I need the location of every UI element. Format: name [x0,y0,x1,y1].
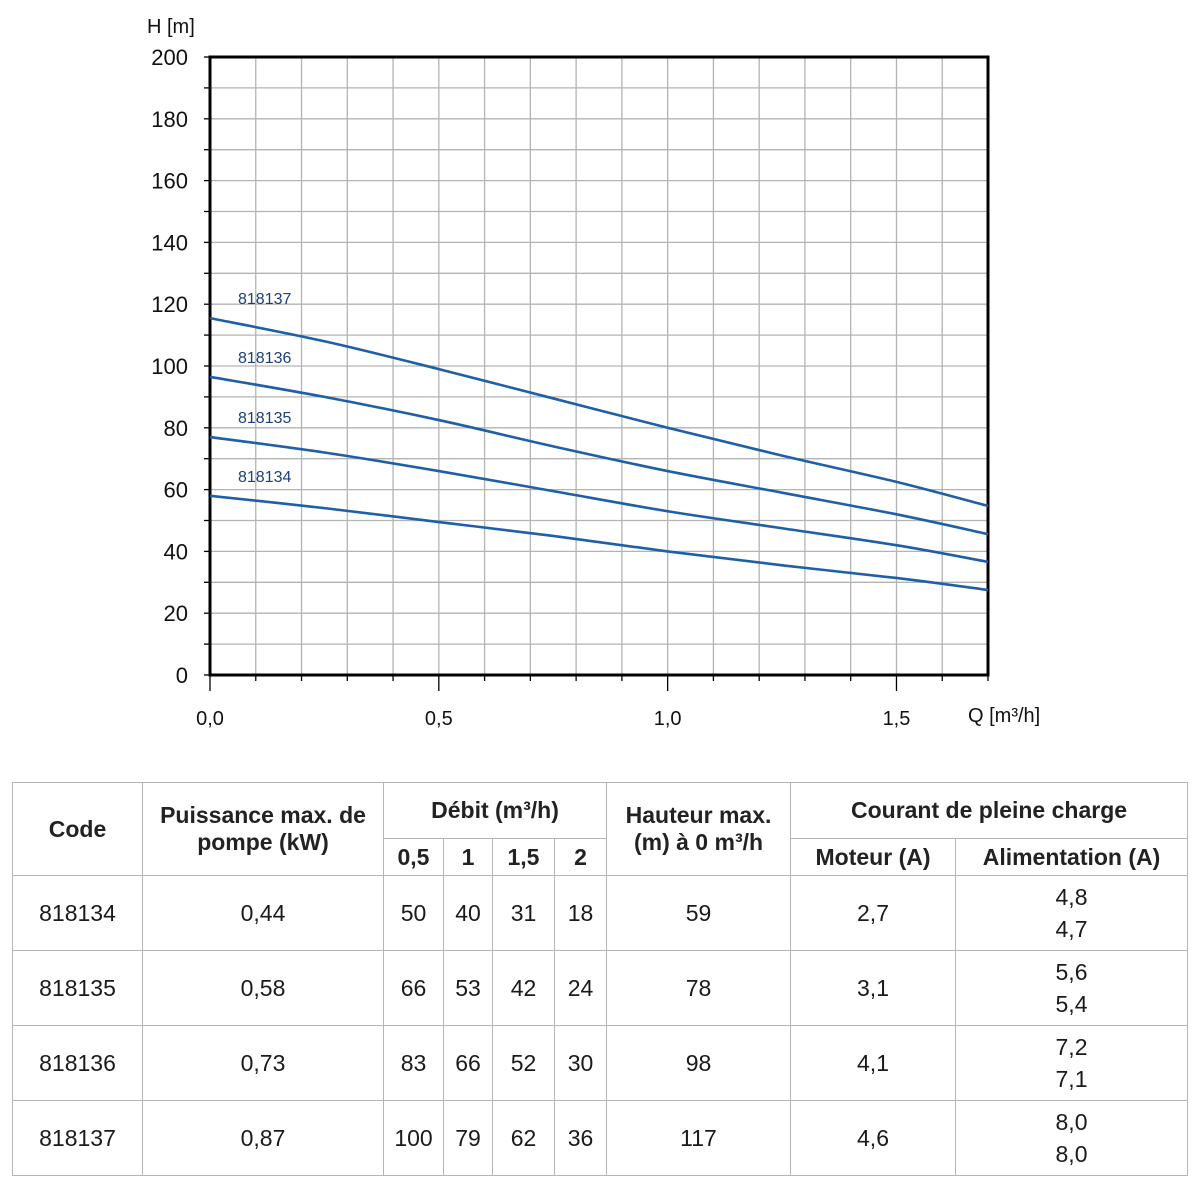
header-motor: Moteur (A) [790,838,957,876]
supply-value: 8,0 [1055,1141,1088,1167]
series-label: 818135 [238,410,291,427]
table-row: 818135 0,58 66 53 42 24 78 3,1 5,6 5,4 [12,950,1189,1026]
cell-flow-1: 53 [443,950,493,1026]
cell-supply: 7,2 7,1 [955,1025,1189,1101]
table-row: 818134 0,44 50 40 31 18 59 2,7 4,8 4,7 [12,875,1189,951]
cell-flow-0-5: 66 [383,950,444,1026]
cell-flow-1-5: 42 [492,950,555,1026]
y-tick-label: 0 [176,663,188,688]
series-label: 818136 [238,350,291,367]
x-tick-label: 1,5 [883,708,911,730]
y-tick-label: 180 [151,107,188,132]
cell-flow-1-5: 62 [492,1100,555,1176]
header-current: Courant de pleine charge [790,782,1189,839]
cell-flow-0-5: 100 [383,1100,444,1176]
supply-value: 7,2 [1055,1034,1088,1060]
y-tick-label: 40 [164,539,188,564]
table-row: 818136 0,73 83 66 52 30 98 4,1 7,2 7,1 [12,1025,1189,1101]
cell-motor: 3,1 [790,950,957,1026]
supply-value: 4,7 [1055,916,1088,942]
y-tick-label: 60 [164,478,188,503]
cell-power: 0,44 [142,875,384,951]
cell-flow-1: 66 [443,1025,493,1101]
series-label: 818137 [238,291,291,308]
cell-motor: 4,6 [790,1100,957,1176]
supply-value: 8,0 [1055,1109,1088,1135]
supply-value: 5,4 [1055,991,1088,1017]
cell-supply: 4,8 4,7 [955,875,1189,951]
y-tick-label: 160 [151,169,188,194]
x-tick-label: 0,0 [196,708,224,730]
pump-curve-chart: 0 20 40 60 80 100 120 140 160 180 200 0,0 0,5 1,0 1,5 H… [147,16,1040,730]
cell-max-head: 117 [606,1100,792,1176]
y-tick-label: 140 [151,230,188,255]
series-line-818136 [209,375,989,536]
cell-supply: 8,0 8,0 [955,1100,1189,1176]
cell-flow-0-5: 83 [383,1025,444,1101]
cell-flow-0-5: 50 [383,875,444,951]
x-axis-label: Q [m³/h] [968,705,1040,727]
cell-max-head: 98 [606,1025,792,1101]
y-tick-label: 100 [151,354,188,379]
y-tick-label: 120 [151,292,188,317]
supply-value: 5,6 [1055,959,1088,985]
cell-max-head: 78 [606,950,792,1026]
header-flow-col: 1 [443,838,493,876]
series-line-818134 [209,494,989,592]
cell-flow-2: 18 [553,875,608,951]
cell-flow-2: 24 [553,950,608,1026]
x-tick-label: 0,5 [425,708,453,730]
cell-motor: 4,1 [790,1025,957,1101]
header-max-head: Hauteur max. (m) à 0 m³/h [606,782,792,876]
plot-frame [208,55,990,677]
header-flow: Débit (m³/h) [382,782,608,839]
cell-code: 818137 [12,1100,143,1176]
pump-spec-table: Code Puissance max. de pompe (kW) Débit … [12,782,1189,1176]
cell-flow-2: 30 [553,1025,608,1101]
header-flow-col: 2 [553,838,608,876]
cell-code: 818134 [12,875,143,951]
cell-flow-2: 36 [553,1100,608,1176]
y-tick-label: 80 [164,416,188,441]
y-tick-label: 20 [164,601,188,626]
cell-power: 0,87 [142,1100,384,1176]
series-line-818137 [209,316,989,508]
header-flow-col: 1,5 [492,838,555,876]
y-axis-label: H [m] [147,16,195,38]
cell-flow-1-5: 52 [492,1025,555,1101]
y-tick-label: 200 [151,45,188,70]
cell-power: 0,73 [142,1025,384,1101]
cell-motor: 2,7 [790,875,957,951]
cell-code: 818135 [12,950,143,1026]
series-line-818135 [209,435,989,564]
header-flow-col: 0,5 [383,838,444,876]
header-power: Puissance max. de pompe (kW) [142,782,384,876]
supply-value: 7,1 [1055,1066,1088,1092]
cell-max-head: 59 [606,875,792,951]
table-row: 818137 0,87 100 79 62 36 117 4,6 8,0 8,0 [12,1100,1189,1176]
cell-code: 818136 [12,1025,143,1101]
cell-supply: 5,6 5,4 [955,950,1189,1026]
header-code: Code [12,782,143,876]
supply-value: 4,8 [1055,884,1088,910]
x-tick-label: 1,0 [654,708,682,730]
header-supply: Alimentation (A) [955,838,1189,876]
cell-flow-1: 79 [443,1100,493,1176]
cell-power: 0,58 [142,950,384,1026]
series-label: 818134 [238,469,291,486]
cell-flow-1: 40 [443,875,493,951]
cell-flow-1-5: 31 [492,875,555,951]
